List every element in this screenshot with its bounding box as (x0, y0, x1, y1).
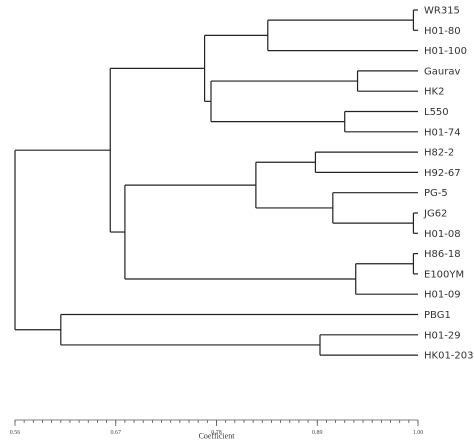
x-tick-label: 0.56 (10, 430, 21, 436)
x-tick-label: 0.67 (111, 430, 122, 436)
leaf-label: H92-67 (424, 168, 461, 179)
dendrogram-branches (14, 9, 418, 356)
leaf-label: H01-100 (424, 46, 467, 57)
leaf-label: H01-74 (424, 127, 461, 138)
leaf-label: HK2 (424, 87, 444, 98)
x-axis: 0.56 0.67 0.78 0.89 1.00 (10, 419, 424, 436)
leaf-label: WR315 (424, 6, 460, 17)
x-axis-title: Coefficient (199, 432, 236, 441)
leaf-label: H01-29 (424, 330, 461, 341)
leaf-label: E100YM (424, 269, 464, 280)
x-tick-label: 0.89 (312, 430, 323, 436)
leaf-label: H01-09 (424, 290, 461, 301)
leaf-label: HK01-203 (424, 351, 474, 362)
leaf-labels: WR315 H01-80 H01-100 Gaurav HK2 L550 H01-74 H82… (423, 6, 474, 362)
leaf-label: PG-5 (424, 188, 448, 199)
leaf-label: H01-08 (424, 229, 461, 240)
leaf-label: JG62 (423, 209, 447, 220)
leaf-label: H86-18 (424, 249, 461, 260)
x-tick-label: 0.78 (211, 430, 222, 436)
x-tick-label: 1.00 (413, 430, 424, 436)
leaf-label: PBG1 (424, 310, 451, 321)
leaf-label: H82-2 (424, 148, 454, 159)
leaf-label: L550 (424, 107, 449, 118)
leaf-label: Gaurav (424, 66, 460, 77)
leaf-label: H01-80 (424, 26, 461, 37)
